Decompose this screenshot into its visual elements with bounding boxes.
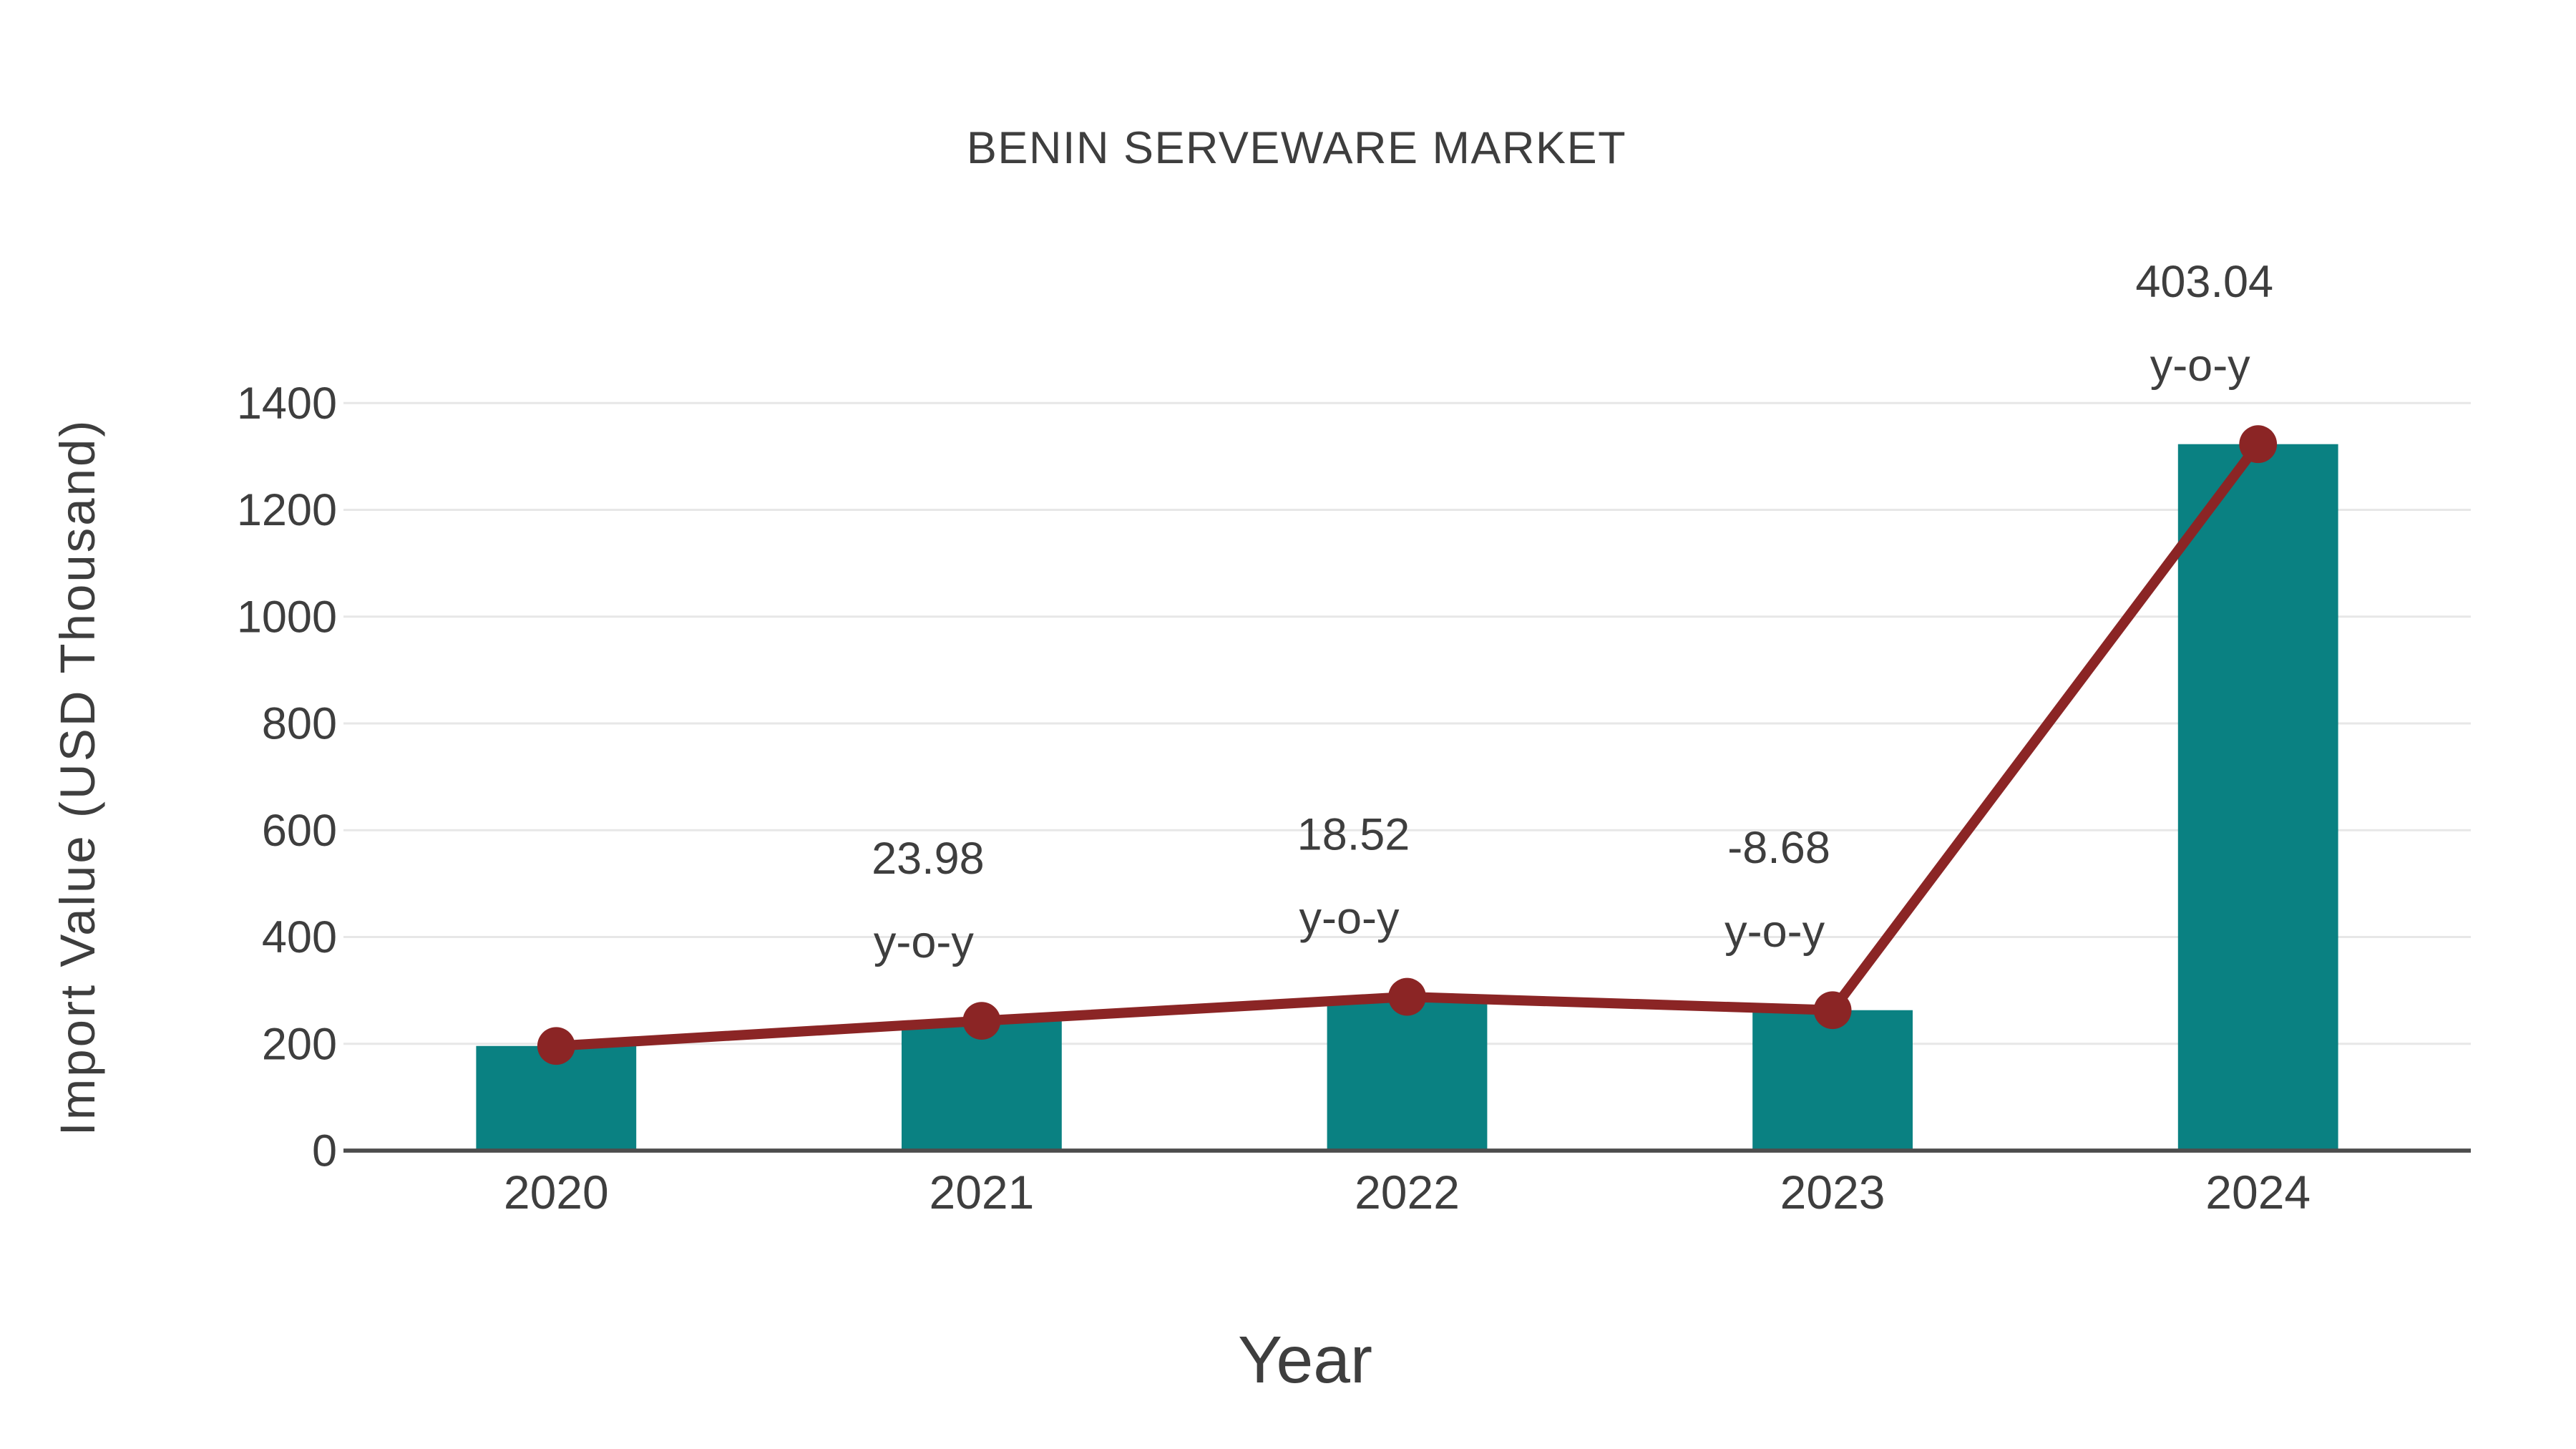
y-tick-200: 200 xyxy=(262,1019,337,1069)
y-tick-1000: 1000 xyxy=(237,592,337,642)
annotation-unit-2021: y-o-y xyxy=(874,917,974,967)
gridlines xyxy=(343,401,2471,1045)
y-tick-labels: 0 200 400 600 800 1000 1200 1400 xyxy=(237,379,337,1176)
chart-title: BENIN SERVEWARE MARKET xyxy=(967,123,1626,173)
annotation-unit-2024: y-o-y xyxy=(2150,341,2250,391)
trend-marker-2023 xyxy=(1813,991,1852,1030)
y-tick-600: 600 xyxy=(262,806,337,856)
x-tick-2022: 2022 xyxy=(1355,1166,1460,1219)
bar-2022 xyxy=(1327,997,1488,1151)
trend-marker-2024 xyxy=(2239,425,2278,464)
bar-2023 xyxy=(1752,1010,1913,1151)
x-tick-2021: 2021 xyxy=(929,1166,1034,1219)
bar-2021 xyxy=(902,1020,1062,1151)
annotation-unit-2022: y-o-y xyxy=(1299,894,1400,944)
trend-marker-2022 xyxy=(1388,977,1426,1016)
x-tick-2023: 2023 xyxy=(1780,1166,1885,1219)
annotation-value-2021: 23.98 xyxy=(872,834,985,884)
trend-line-series xyxy=(537,425,2278,1065)
y-tick-800: 800 xyxy=(262,699,337,749)
bar-series xyxy=(476,444,2338,1151)
y-tick-0: 0 xyxy=(312,1126,337,1176)
annotation-value-2023: -8.68 xyxy=(1727,823,1830,873)
trend-line xyxy=(555,441,2263,1051)
trend-marker-2021 xyxy=(962,1002,1001,1040)
y-axis-title: Import Value (USD Thousand) xyxy=(50,419,105,1136)
yoy-annotations: 23.98 y-o-y 18.52 y-o-y -8.68 y-o-y 403.04 y-o-… xyxy=(872,257,2273,967)
trend-marker-2020 xyxy=(537,1027,575,1065)
x-tick-2024: 2024 xyxy=(2205,1166,2311,1219)
annotation-value-2022: 18.52 xyxy=(1297,810,1410,860)
y-tick-1400: 1400 xyxy=(237,379,337,429)
annotation-value-2024: 403.04 xyxy=(2135,257,2273,307)
y-tick-1200: 1200 xyxy=(237,485,337,535)
x-tick-2020: 2020 xyxy=(504,1166,609,1219)
y-tick-400: 400 xyxy=(262,912,337,962)
annotation-unit-2023: y-o-y xyxy=(1724,907,1825,957)
x-tick-labels: 2020 2021 2022 2023 2024 xyxy=(504,1166,2311,1219)
x-axis-title: Year xyxy=(1238,1322,1372,1397)
bar-2024 xyxy=(2177,444,2338,1151)
